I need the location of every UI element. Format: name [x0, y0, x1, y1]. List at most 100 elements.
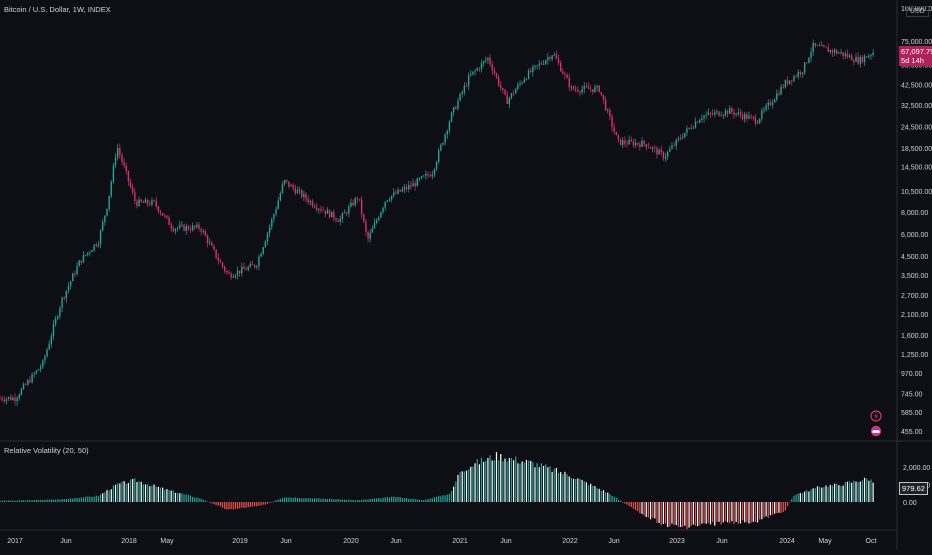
candle-body [538, 63, 540, 66]
price-tick-label: 4,500.00 [901, 254, 928, 261]
candle-body [200, 228, 202, 232]
candle-body [587, 86, 590, 89]
candle-body [855, 56, 857, 62]
volatility-bar [125, 483, 127, 502]
candle-body [720, 115, 722, 117]
candle-body [718, 111, 720, 116]
candle-body [234, 275, 237, 277]
volatility-bar [286, 497, 288, 502]
candle-body [264, 241, 267, 248]
candle-body [176, 227, 179, 229]
candle-body [799, 72, 802, 75]
volatility-bar [513, 460, 515, 502]
candle-body [427, 173, 429, 176]
candle-body [179, 225, 181, 228]
volatility-bar [303, 498, 305, 502]
flag-icon[interactable] [870, 425, 882, 437]
volatility-bar [217, 502, 219, 506]
candle-body [470, 74, 472, 76]
volatility-bar [110, 489, 112, 502]
time-tick-label: 2019 [232, 538, 248, 545]
volatility-bar [859, 481, 861, 502]
volatility-bar [85, 496, 87, 502]
volatility-bar [508, 458, 510, 502]
volatility-bar [587, 485, 590, 502]
price-axis[interactable]: 100,000.00 75,000.00 55,000.00 42,500.00 32,… [901, 6, 932, 436]
volatility-bar [337, 499, 339, 502]
candle-body [515, 89, 517, 94]
candle-body [872, 52, 874, 56]
candle-body [553, 54, 555, 56]
volatility-bar [95, 495, 97, 502]
symbol-title[interactable]: Bitcoin / U.S. Dollar, 1W, INDEX [4, 5, 111, 14]
candle-body [249, 263, 252, 267]
volatility-bar [564, 471, 566, 502]
volatility-bar [153, 484, 155, 502]
candle-body [99, 230, 102, 245]
candle-body [457, 100, 459, 109]
price-tick-label: 100,000.00 [901, 6, 932, 13]
candle-body [581, 89, 583, 93]
candle-body [833, 50, 836, 53]
volatility-bar [831, 485, 834, 502]
volatility-bar [206, 501, 209, 503]
volatility-bar [682, 502, 684, 527]
volatility-bar [703, 502, 705, 524]
volatility-bar [260, 502, 262, 506]
candle-body [549, 57, 551, 60]
candle-body [76, 266, 78, 275]
candle-body [868, 55, 870, 58]
volatility-bar [628, 502, 630, 507]
volatility-bar [44, 499, 46, 502]
volatility-bar [427, 498, 429, 502]
volatility-bar [20, 500, 22, 502]
candle-body [592, 89, 594, 92]
candle-body [3, 399, 5, 401]
candle-body [16, 398, 18, 402]
volatility-bar [493, 460, 495, 502]
candle-body [559, 63, 562, 72]
volatility-bar [243, 502, 245, 508]
currency-label[interactable]: USD [906, 6, 929, 17]
volatility-bar [147, 484, 149, 502]
candle-body [232, 276, 234, 278]
volatility-bar [793, 495, 795, 502]
volatility-bar [739, 502, 742, 524]
candle-body [818, 45, 821, 47]
volatility-bar [765, 502, 767, 517]
candle-body [688, 127, 690, 129]
candle-body [859, 56, 861, 64]
volatility-bar [671, 502, 673, 524]
time-axis[interactable]: 2017 Jun 2018 May 2019 Jun 2020 Jun 2021 Jun 2022 J… [7, 538, 876, 545]
volatility-bar [27, 500, 29, 502]
candle-body [0, 398, 1, 399]
volatility-bar [299, 498, 301, 502]
volatility-bar [799, 493, 801, 502]
volatility-bar [63, 499, 65, 502]
last-price-value: 67,097.79 [901, 47, 932, 56]
candle-body [744, 114, 746, 119]
volatility-bar [403, 498, 406, 502]
candle-body [671, 145, 673, 149]
candle-body [844, 53, 846, 56]
volatility-bar [744, 502, 746, 523]
candle-body [117, 147, 119, 158]
indicator-title[interactable]: Relative Volatility (20, 50) [4, 446, 89, 455]
volatility-bar [547, 467, 549, 502]
volatility-bar [301, 498, 303, 502]
volatility-bar [179, 493, 181, 502]
candle-body [842, 52, 844, 56]
price-tick-label: 75,000.00 [901, 39, 932, 46]
candle-body [574, 89, 577, 91]
candle-body [536, 65, 538, 67]
volatility-bar [455, 481, 457, 502]
candle-body [748, 115, 750, 119]
candle-body [127, 170, 130, 182]
candle-body [245, 268, 247, 270]
candle-body [271, 219, 273, 227]
lightning-icon[interactable] [870, 410, 882, 422]
volatility-bar [613, 496, 615, 502]
volatility-bar [50, 499, 52, 502]
candle-body [540, 63, 543, 65]
